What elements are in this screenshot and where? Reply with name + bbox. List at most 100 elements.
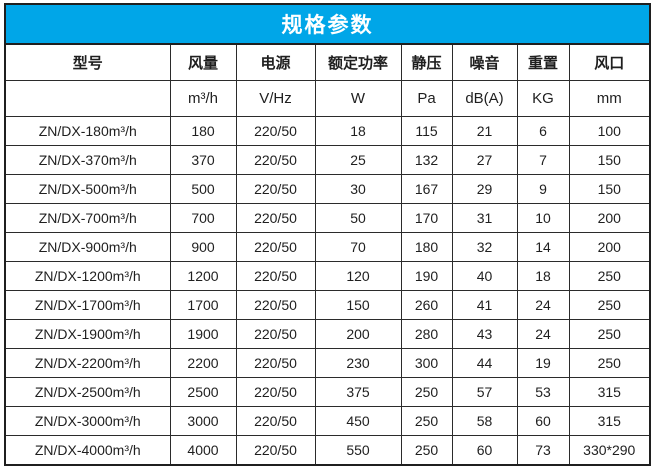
table-cell: 167 xyxy=(400,174,453,204)
table-cell: 220/50 xyxy=(235,203,316,233)
table-cell: 250 xyxy=(568,261,651,291)
table-cell: 73 xyxy=(516,435,570,466)
unit-cell-model xyxy=(4,80,171,117)
table-cell: 30 xyxy=(314,174,402,204)
unit-cell: mm xyxy=(568,80,651,117)
spec-table: 规格参数 型号 风量 电源 额定功率 静压 噪音 重置 风口 m³/h V/Hz W Pa dB(A) K… xyxy=(4,3,651,466)
table-cell: 40 xyxy=(451,261,518,291)
table-cell: 32 xyxy=(451,232,518,262)
table-cell: 190 xyxy=(400,261,453,291)
table-cell: 220/50 xyxy=(235,261,316,291)
table-units-row: m³/h V/Hz W Pa dB(A) KG mm xyxy=(4,80,651,117)
table-cell: 120 xyxy=(314,261,402,291)
table-cell: 41 xyxy=(451,290,518,320)
table-cell: 4000 xyxy=(169,435,237,466)
table-cell: 180 xyxy=(169,116,237,146)
table-cell: 2200 xyxy=(169,348,237,378)
table-cell: 10 xyxy=(516,203,570,233)
table-cell-model: ZN/DX-1900m³/h xyxy=(4,319,171,349)
table-cell: 2500 xyxy=(169,377,237,407)
table-cell: 700 xyxy=(169,203,237,233)
table-cell-model: ZN/DX-900m³/h xyxy=(4,232,171,262)
table-cell: 260 xyxy=(400,290,453,320)
table-cell-model: ZN/DX-180m³/h xyxy=(4,116,171,146)
table-cell: 220/50 xyxy=(235,145,316,175)
table-cell: 21 xyxy=(451,116,518,146)
table-cell: 220/50 xyxy=(235,116,316,146)
table-cell: 375 xyxy=(314,377,402,407)
table-cell-model: ZN/DX-1200m³/h xyxy=(4,261,171,291)
table-cell: 43 xyxy=(451,319,518,349)
table-cell: 500 xyxy=(169,174,237,204)
table-cell: 220/50 xyxy=(235,348,316,378)
table-cell: 220/50 xyxy=(235,406,316,436)
header-cell: 电源 xyxy=(235,43,316,81)
table-cell: 7 xyxy=(516,145,570,175)
unit-cell: KG xyxy=(516,80,570,117)
table-cell-model: ZN/DX-3000m³/h xyxy=(4,406,171,436)
header-cell: 风量 xyxy=(169,43,237,81)
table-cell: 60 xyxy=(516,406,570,436)
table-cell: 132 xyxy=(400,145,453,175)
table-cell: 550 xyxy=(314,435,402,466)
table-row: ZN/DX-500m³/h 500 220/50 30 167 29 9 150 xyxy=(4,174,651,204)
table-row: ZN/DX-1200m³/h 1200 220/50 120 190 40 18 250 xyxy=(4,261,651,291)
header-cell: 风口 xyxy=(568,43,651,81)
table-cell: 250 xyxy=(400,435,453,466)
table-cell: 250 xyxy=(568,319,651,349)
unit-cell: V/Hz xyxy=(235,80,316,117)
table-cell: 220/50 xyxy=(235,377,316,407)
table-cell: 220/50 xyxy=(235,290,316,320)
table-cell: 14 xyxy=(516,232,570,262)
table-cell: 250 xyxy=(400,406,453,436)
table-cell: 150 xyxy=(568,145,651,175)
table-cell: 220/50 xyxy=(235,435,316,466)
table-cell: 220/50 xyxy=(235,319,316,349)
table-cell-model: ZN/DX-1700m³/h xyxy=(4,290,171,320)
table-cell: 18 xyxy=(314,116,402,146)
table-cell: 60 xyxy=(451,435,518,466)
table-cell: 27 xyxy=(451,145,518,175)
table-row: ZN/DX-370m³/h 370 220/50 25 132 27 7 150 xyxy=(4,145,651,175)
table-cell: 6 xyxy=(516,116,570,146)
table-row: ZN/DX-1700m³/h 1700 220/50 150 260 41 24 250 xyxy=(4,290,651,320)
table-cell: 230 xyxy=(314,348,402,378)
table-cell: 53 xyxy=(516,377,570,407)
table-row: ZN/DX-180m³/h 180 220/50 18 115 21 6 100 xyxy=(4,116,651,146)
table-cell: 31 xyxy=(451,203,518,233)
table-cell: 180 xyxy=(400,232,453,262)
unit-cell: m³/h xyxy=(169,80,237,117)
table-cell: 300 xyxy=(400,348,453,378)
table-row: ZN/DX-700m³/h 700 220/50 50 170 31 10 200 xyxy=(4,203,651,233)
table-cell: 100 xyxy=(568,116,651,146)
table-title-row: 规格参数 xyxy=(4,3,651,45)
table-cell: 450 xyxy=(314,406,402,436)
table-cell: 150 xyxy=(314,290,402,320)
header-cell: 静压 xyxy=(400,43,453,81)
table-cell: 900 xyxy=(169,232,237,262)
table-header-row: 型号 风量 电源 额定功率 静压 噪音 重置 风口 xyxy=(4,43,651,81)
table-cell: 70 xyxy=(314,232,402,262)
table-row: ZN/DX-900m³/h 900 220/50 70 180 32 14 200 xyxy=(4,232,651,262)
table-cell: 150 xyxy=(568,174,651,204)
unit-cell: Pa xyxy=(400,80,453,117)
table-cell: 170 xyxy=(400,203,453,233)
table-row: ZN/DX-3000m³/h 3000 220/50 450 250 58 60 315 xyxy=(4,406,651,436)
table-cell: 18 xyxy=(516,261,570,291)
table-cell-model: ZN/DX-2500m³/h xyxy=(4,377,171,407)
table-cell: 57 xyxy=(451,377,518,407)
table-cell: 315 xyxy=(568,377,651,407)
table-title: 规格参数 xyxy=(4,3,651,45)
table-row: ZN/DX-4000m³/h 4000 220/50 550 250 60 73 330*29… xyxy=(4,435,651,466)
table-cell: 3000 xyxy=(169,406,237,436)
table-cell: 250 xyxy=(568,348,651,378)
table-cell: 330*290 xyxy=(568,435,651,466)
table-cell: 200 xyxy=(568,232,651,262)
table-cell: 29 xyxy=(451,174,518,204)
table-cell: 50 xyxy=(314,203,402,233)
header-cell: 额定功率 xyxy=(314,43,402,81)
table-row: ZN/DX-1900m³/h 1900 220/50 200 280 43 24 250 xyxy=(4,319,651,349)
table-cell: 200 xyxy=(568,203,651,233)
unit-cell: dB(A) xyxy=(451,80,518,117)
table-cell: 19 xyxy=(516,348,570,378)
